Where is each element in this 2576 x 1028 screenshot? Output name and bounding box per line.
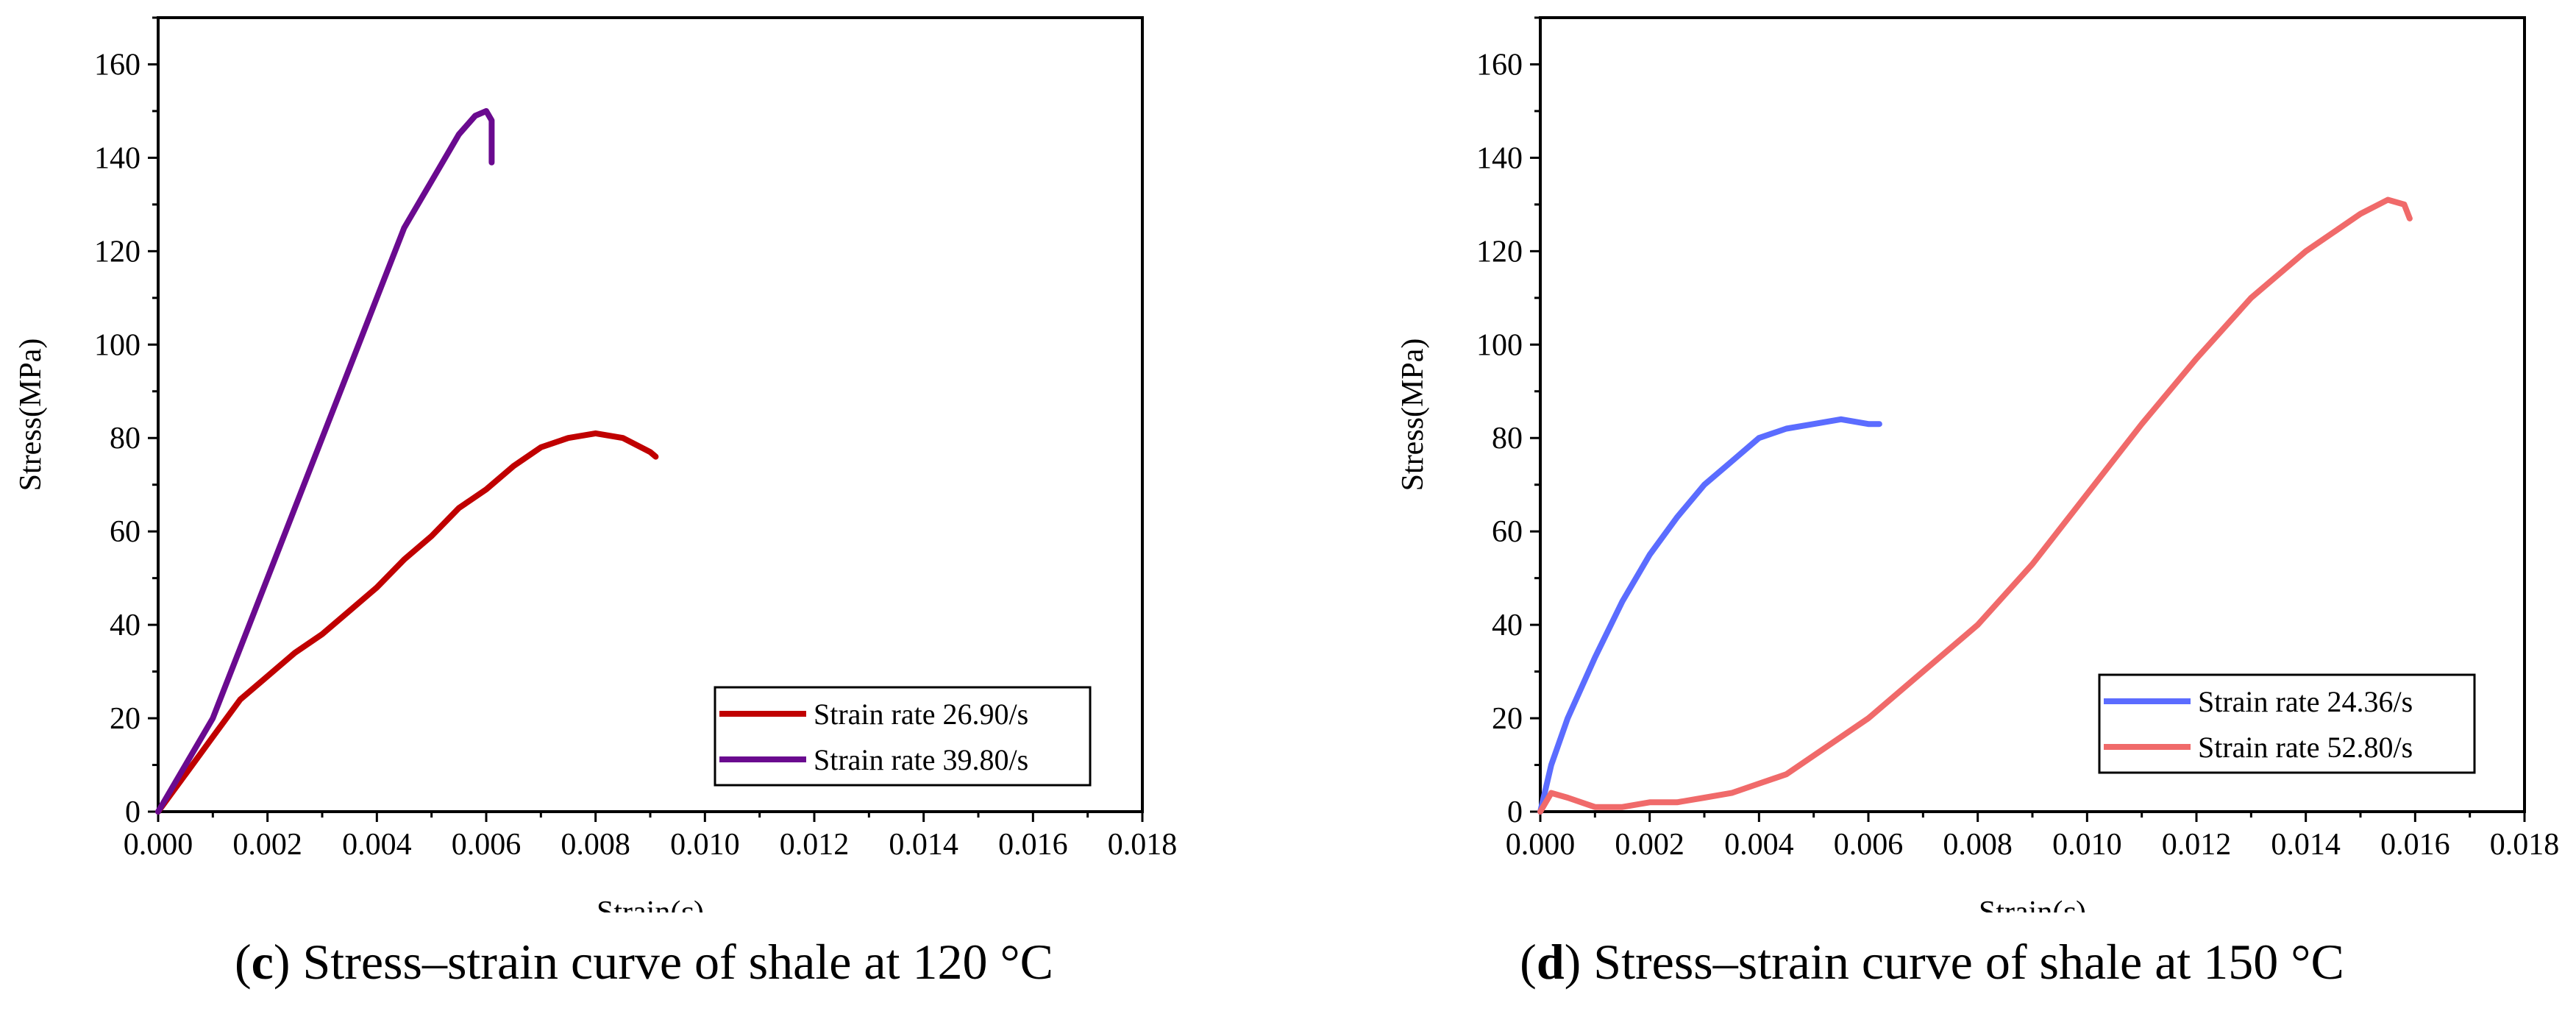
legend-box [714, 686, 1092, 787]
y-tick-label: 80 [1492, 422, 1523, 455]
y-tick-label: 160 [1476, 48, 1523, 82]
y-tick-label: 140 [1476, 141, 1523, 175]
series-line-2 [1537, 196, 2413, 815]
y-tick-label: 40 [1492, 609, 1523, 642]
chart-panel-c: 0.000 0.002 0.004 0.006 0.008 0.010 0.012 0.014… [14, 16, 1178, 990]
y-tick-label: 0 [1507, 795, 1523, 829]
y-tick-label: 20 [1492, 702, 1523, 736]
y-tick-label: 80 [110, 422, 140, 455]
chart-d-caption-text: Stress–strain curve of shale at 150 °C [1593, 934, 2344, 990]
chart-panel-d: 0.000 0.002 0.004 0.006 0.008 0.010 0.012 0.014… [1288, 0, 2576, 1028]
x-tick-label: 0.018 [2490, 828, 2560, 862]
x-tick-label: 0.010 [2052, 828, 2122, 862]
y-tick-label: 40 [110, 609, 140, 642]
series-line-2 [155, 107, 495, 815]
series-line-1 [1537, 416, 1882, 815]
chart-c-caption-text: Stress–strain curve of shale at 120 °C [302, 934, 1054, 990]
y-tick-label: 160 [94, 48, 140, 82]
y-tick-label: 60 [110, 515, 140, 549]
x-tick-label: 0.014 [2271, 828, 2341, 862]
x-tick-label: 0.000 [1506, 828, 1576, 862]
x-tick-label: 0.008 [561, 828, 630, 862]
y-tick-label: 60 [1492, 515, 1523, 549]
chart-d-caption: (d) Stress–strain curve of shale at 150 … [1520, 934, 2344, 990]
legend-box [2098, 673, 2476, 774]
x-tick-label: 0.006 [1834, 828, 1904, 862]
series-line-1 [155, 430, 659, 815]
y-tick-label: 100 [1476, 328, 1523, 362]
x-tick-label: 0.012 [2162, 828, 2232, 862]
chart-c-caption: (c) Stress–strain curve of shale at 120 … [234, 934, 1054, 990]
x-tick-label: 0.014 [889, 828, 958, 862]
x-axis-title: Strain(ε) [1979, 896, 2086, 912]
legend-label-2: Strain rate 52.80/s [2198, 731, 2413, 764]
x-tick-label: 0.004 [342, 828, 412, 862]
chart-c-svg: 0.000 0.002 0.004 0.006 0.008 0.010 0.012 0.014… [14, 16, 1178, 912]
x-tick-label: 0.002 [232, 828, 302, 862]
x-tick-label: 0.008 [1943, 828, 2013, 862]
x-tick-label: 0.002 [1615, 828, 1684, 862]
y-axis-title: Stress(MPa) [1396, 338, 1430, 492]
x-tick-label: 0.010 [670, 828, 740, 862]
y-axis-title: Stress(MPa) [14, 338, 48, 492]
x-tick-label: 0.016 [998, 828, 1068, 862]
y-tick-label: 20 [110, 702, 140, 736]
legend-label-1: Strain rate 24.36/s [2198, 685, 2413, 718]
y-tick-label: 120 [1476, 235, 1523, 269]
x-axis-title: Strain(ε) [597, 896, 704, 912]
x-tick-label: 0.004 [1724, 828, 1794, 862]
chart-c-panel-letter: c [251, 934, 274, 990]
x-tick-label: 0.006 [452, 828, 522, 862]
y-tick-label: 100 [94, 328, 140, 362]
legend-label-2: Strain rate 39.80/s [814, 743, 1028, 776]
y-tick-label: 0 [125, 795, 140, 829]
y-tick-label: 120 [94, 235, 140, 269]
x-tick-label: 0.016 [2380, 828, 2450, 862]
y-tick-label: 140 [94, 141, 140, 175]
legend-label-1: Strain rate 26.90/s [814, 698, 1028, 731]
x-tick-label: 0.000 [124, 828, 193, 862]
x-tick-label: 0.018 [1108, 828, 1178, 862]
chart-d-svg: 0.000 0.002 0.004 0.006 0.008 0.010 0.012 0.014… [1396, 16, 2560, 912]
x-tick-label: 0.012 [780, 828, 850, 862]
chart-d-panel-letter: d [1536, 934, 1565, 990]
